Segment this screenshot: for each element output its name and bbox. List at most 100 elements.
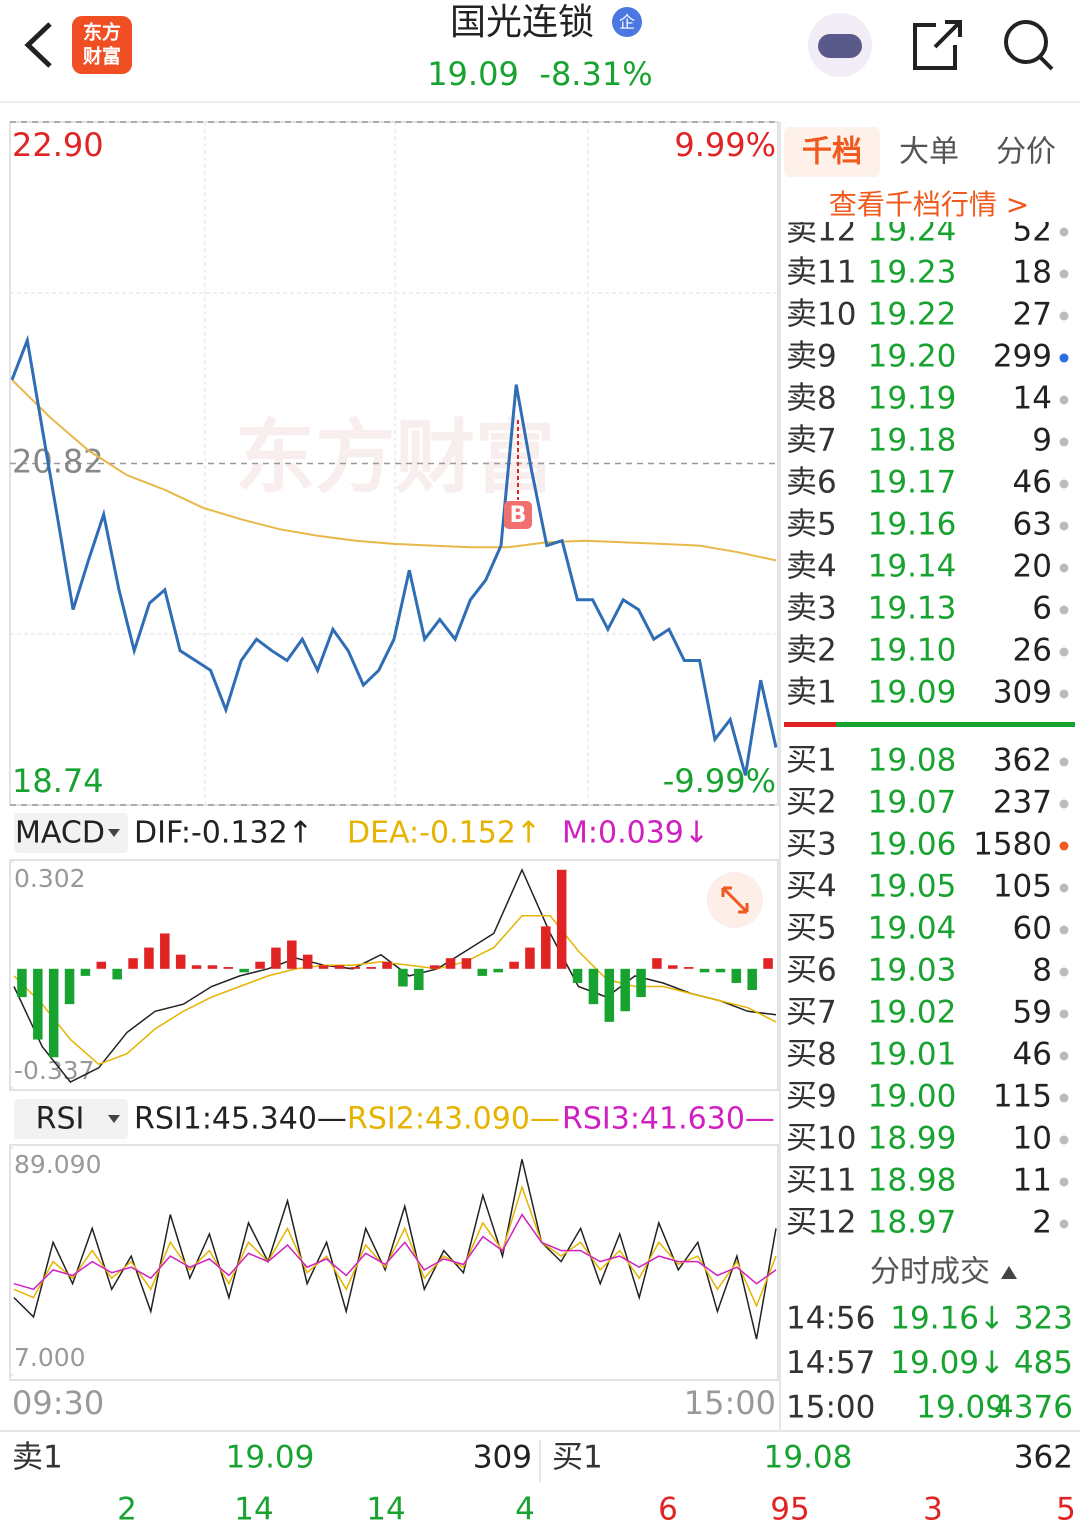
trades-title: 分时成交: [870, 1255, 990, 1290]
book-dot: [1059, 883, 1069, 893]
x-tick-label: 09:30: [12, 1384, 104, 1422]
tab[interactable]: 大单: [899, 135, 959, 170]
book-dot: [1059, 689, 1069, 699]
back-button[interactable]: [24, 22, 52, 68]
book-label: 买3: [786, 827, 837, 863]
trade-time: 14:56: [786, 1301, 875, 1337]
book-volume: 1580: [973, 827, 1052, 863]
histogram-bar: [302, 954, 313, 969]
book-volume: 14: [1013, 381, 1052, 417]
book-label: 卖5: [786, 507, 837, 543]
tab[interactable]: 千档: [802, 135, 862, 170]
book-label: 买8: [786, 1037, 837, 1073]
stock-name: 国光连锁: [450, 2, 594, 43]
book-price: 19.06: [868, 827, 957, 863]
histogram-bar: [588, 968, 599, 1005]
histogram-bar: [144, 947, 154, 969]
histogram-bar: [763, 958, 773, 969]
histogram-bar: [334, 965, 345, 969]
trade-time: 14:57: [786, 1345, 875, 1381]
book-label: 卖1: [786, 675, 837, 711]
book-volume: 27: [1013, 297, 1052, 333]
histogram-bar: [572, 968, 583, 983]
book-price: 19.24: [868, 213, 957, 249]
histogram-bar: [668, 965, 678, 969]
book-volume: 2: [1032, 1205, 1052, 1241]
footer-label: 买1: [552, 1440, 603, 1476]
book-dot: [1059, 1009, 1069, 1019]
histogram-bar: [318, 965, 329, 969]
macd-frame: [9, 859, 779, 1091]
book-volume: 59: [1013, 995, 1052, 1031]
search-button[interactable]: [1004, 20, 1048, 64]
book-price: 19.08: [868, 743, 957, 779]
book-label: 买2: [786, 785, 837, 821]
book-label: 卖12: [786, 213, 856, 249]
histogram-bar: [509, 961, 519, 969]
footer-count: 95: [770, 1492, 809, 1528]
histogram-bar: [477, 968, 488, 976]
ratio-buy: [836, 722, 1075, 727]
share-button[interactable]: [913, 20, 962, 70]
histogram-bar: [191, 965, 202, 969]
book-label: 买6: [786, 953, 837, 989]
depth-link[interactable]: 查看千档行情 >: [829, 188, 1029, 221]
book-price: 19.09: [868, 675, 957, 711]
book-dot: [1059, 269, 1069, 279]
macd-selector[interactable]: [14, 813, 128, 853]
dropdown-icon: [108, 829, 120, 837]
book-dot: [1059, 925, 1069, 935]
footer-count: 14: [366, 1492, 405, 1528]
book-volume: 105: [993, 869, 1052, 905]
histogram-bar: [350, 967, 361, 969]
histogram-bar: [493, 968, 503, 973]
histogram-bar: [683, 967, 694, 969]
legend-entry: RSI3:41.630—: [562, 1102, 775, 1137]
histogram-bar: [33, 968, 43, 1040]
tab[interactable]: 分价: [996, 135, 1056, 170]
histogram-bar: [715, 968, 726, 973]
histogram-bar: [175, 954, 186, 969]
y-tick-label: 7.000: [14, 1343, 86, 1372]
indicator-line: [13, 1213, 777, 1291]
legend-entry: DEA:-0.152↑: [347, 816, 541, 851]
book-price: 19.02: [868, 995, 957, 1031]
footer-volume: 309: [473, 1440, 532, 1476]
histogram-bar: [160, 933, 170, 969]
book-label: 卖6: [786, 465, 837, 501]
book-label: 买1: [786, 743, 837, 779]
histogram-bar: [64, 968, 75, 1005]
logo: [72, 16, 132, 74]
book-label: 买9: [786, 1079, 837, 1115]
rsi-selector[interactable]: [14, 1099, 128, 1139]
histogram-bar: [731, 968, 742, 983]
tab-active: [784, 127, 880, 177]
histogram-bar: [128, 958, 138, 969]
book-price: 18.98: [868, 1163, 957, 1199]
histogram-bar: [652, 958, 662, 969]
price-line: [10, 334, 778, 776]
collapse-icon[interactable]: [1001, 1266, 1017, 1279]
book-volume: 52: [1013, 213, 1052, 249]
book-volume: 309: [993, 675, 1052, 711]
book-price: 19.03: [868, 953, 957, 989]
book-label: 卖4: [786, 549, 837, 585]
book-price: 19.01: [868, 1037, 957, 1073]
assistant-icon: [818, 34, 862, 58]
histogram-bar: [48, 968, 59, 1058]
indicator-title: RSI: [36, 1102, 85, 1137]
histogram-bar: [17, 968, 27, 998]
footer-price: 19.08: [764, 1440, 853, 1476]
histogram-bar: [747, 968, 757, 991]
histogram-bar: [112, 968, 122, 980]
footer-count: 3: [923, 1492, 943, 1528]
book-volume: 20: [1013, 549, 1052, 585]
book-volume: 18: [1013, 255, 1052, 291]
book-volume: 46: [1013, 1037, 1052, 1073]
book-dot: [1059, 437, 1069, 447]
footer-label: 卖1: [12, 1440, 63, 1476]
y-tick-label: 18.74: [12, 762, 104, 800]
footer-count: 4: [515, 1492, 535, 1528]
book-label: 买5: [786, 911, 837, 947]
histogram-bar: [429, 965, 440, 969]
